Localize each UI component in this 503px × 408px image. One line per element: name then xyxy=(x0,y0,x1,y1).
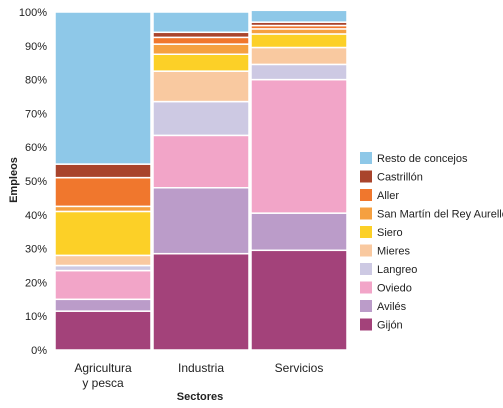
bar-segment xyxy=(152,31,250,39)
bar-segment xyxy=(54,163,152,179)
y-axis-title: Empleos xyxy=(8,157,20,203)
legend-swatch xyxy=(360,263,372,275)
legend-swatch xyxy=(360,189,372,201)
legend-label: Resto de concejos xyxy=(377,153,468,165)
bar-segment xyxy=(250,46,348,66)
bars xyxy=(54,9,348,351)
bar-segment xyxy=(152,43,250,56)
x-axis: Agricultura y pesca Industria Servicios xyxy=(74,361,323,390)
y-tick-label: 0% xyxy=(31,345,47,357)
x-tick-label: Agricultura y pesca xyxy=(74,361,132,390)
bar-segment xyxy=(152,252,250,351)
bar-segment xyxy=(54,269,152,301)
bar-segment xyxy=(54,264,152,272)
x-tick-label: Servicios xyxy=(275,361,324,375)
y-tick-label: 10% xyxy=(25,311,47,323)
x-axis-title: Sectores xyxy=(177,391,223,403)
legend-label: Avilés xyxy=(377,301,407,313)
legend-label: Siero xyxy=(377,227,403,239)
legend-label: Oviedo xyxy=(377,283,412,295)
y-tick-label: 80% xyxy=(25,75,47,87)
legend-label: Aller xyxy=(377,190,399,202)
bar-segment xyxy=(250,28,348,35)
bar-segment xyxy=(54,11,152,165)
legend-swatch xyxy=(360,281,372,294)
y-tick-label: 100% xyxy=(19,7,47,19)
y-tick-label: 30% xyxy=(25,244,47,256)
bar-segment xyxy=(152,11,250,34)
bar-segment xyxy=(54,210,152,257)
bar-segment xyxy=(54,205,152,213)
bar-segment xyxy=(152,100,250,137)
bar-segment xyxy=(54,310,152,351)
bar-segment xyxy=(54,254,152,267)
bar-segment xyxy=(54,176,152,208)
bar-segment xyxy=(152,70,250,103)
y-axis: 0% 10% 20% 30% 40% 50% 60% 70% 80% 90% 100% xyxy=(19,7,47,357)
legend-label: Castrillón xyxy=(377,172,423,184)
bar-segment xyxy=(250,33,348,49)
legend-label: Mieres xyxy=(377,246,411,258)
y-tick-label: 90% xyxy=(25,41,47,53)
legend-swatch xyxy=(360,318,372,331)
bar-segment xyxy=(250,249,348,351)
bar-segment xyxy=(152,134,250,189)
legend-swatch xyxy=(360,170,372,183)
bar-segment xyxy=(250,9,348,23)
y-tick-label: 40% xyxy=(25,210,47,222)
y-tick-label: 20% xyxy=(25,277,47,289)
bar-segment xyxy=(250,63,348,81)
y-tick-label: 50% xyxy=(25,176,47,188)
bar-segment xyxy=(152,53,250,72)
x-tick-label: Industria xyxy=(178,361,224,375)
legend-swatch xyxy=(360,152,372,164)
bar-segment xyxy=(250,78,348,214)
legend-label: Langreo xyxy=(377,264,417,276)
bar-segment xyxy=(54,298,152,312)
bar-segment xyxy=(152,187,250,255)
y-tick-label: 60% xyxy=(25,142,47,154)
legend-label: San Martín del Rey Aurello xyxy=(377,209,503,221)
legend-swatch xyxy=(360,226,372,238)
y-tick-label: 70% xyxy=(25,108,47,120)
bar-segment xyxy=(152,36,250,45)
legend-swatch xyxy=(360,300,372,312)
bar-segment xyxy=(250,212,348,252)
legend-label: Gijón xyxy=(377,320,403,332)
legend: Resto de concejos Castrillón Aller San Mart… xyxy=(360,152,503,332)
legend-swatch xyxy=(360,207,372,220)
legend-swatch xyxy=(360,244,372,257)
